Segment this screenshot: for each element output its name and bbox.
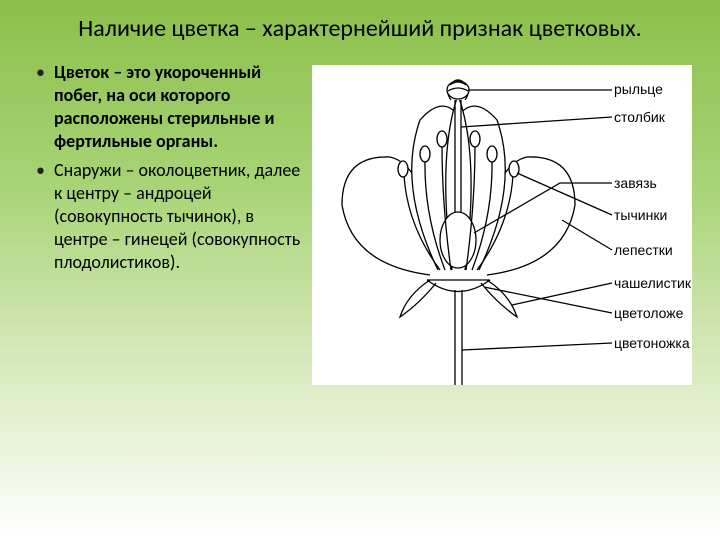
label-stamens: тычинки: [614, 207, 667, 223]
flower-diagram: рыльце столбик завязь тычинки лепестки ч…: [312, 65, 692, 385]
label-sepal: чашелистик: [614, 275, 691, 291]
bullet-item: Цветок – это укороченный побег, на оси к…: [32, 61, 302, 153]
bullet-list: Цветок – это укороченный побег, на оси к…: [32, 61, 312, 385]
label-ovary: завязь: [614, 175, 657, 191]
slide-title: Наличие цветка – характернейший признак …: [0, 0, 720, 53]
bullet-text: Цветок – это укороченный побег, на оси к…: [54, 61, 275, 152]
label-receptacle: цветоложе: [614, 305, 683, 321]
label-petals: лепестки: [614, 242, 673, 258]
bullet-text: Снаружи – околоцветник, далее к центру –…: [54, 159, 300, 273]
label-style: столбик: [614, 109, 665, 125]
content-row: Цветок – это укороченный побег, на оси к…: [0, 53, 720, 385]
bullet-item: Снаружи – околоцветник, далее к центру –…: [32, 159, 302, 274]
label-pedicel: цветоножка: [614, 335, 690, 351]
label-stigma: рыльце: [614, 81, 663, 97]
